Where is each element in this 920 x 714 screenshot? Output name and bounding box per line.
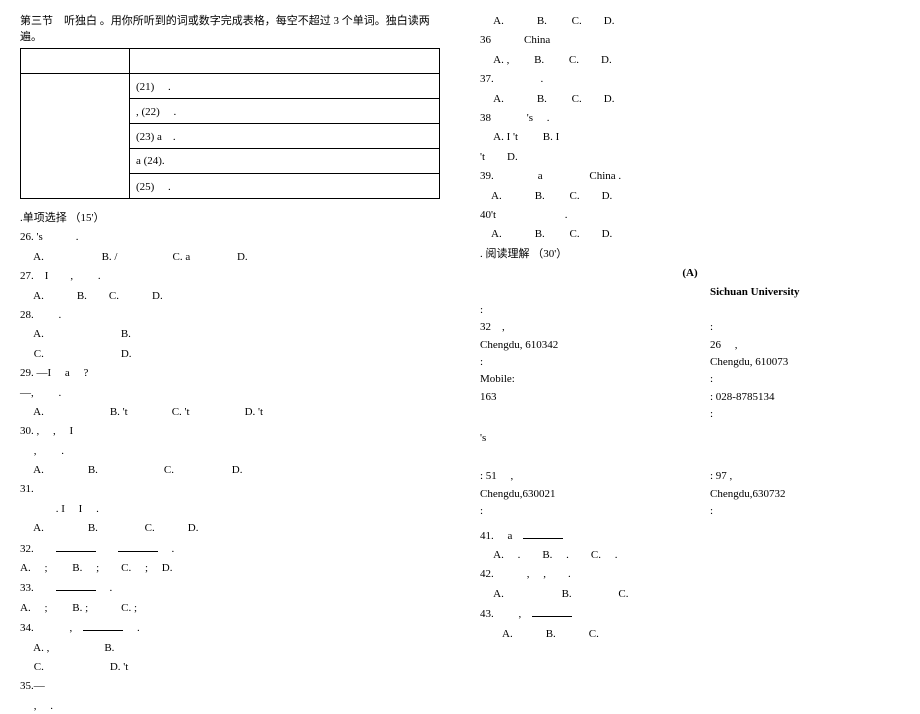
read-A: (A): [480, 266, 900, 281]
q41-opts: A. . B. . C. .: [480, 548, 900, 563]
mc-header: .单项选择 （15'）: [20, 211, 440, 226]
c2l-3: :: [480, 504, 670, 519]
q36: 36 China: [480, 33, 900, 48]
listening-table: (21) . , (22) . (23) a . a (24). (25) .: [20, 48, 440, 199]
q29b: —, .: [20, 386, 440, 401]
right-column: A. B. C. D. 36 China A. , B. C. D. 37. .…: [480, 12, 900, 660]
c2l-1: : 51 ,: [480, 469, 670, 484]
blank: [118, 541, 158, 552]
q38-opts: A. I 't B. I: [480, 130, 900, 145]
c2r-3: :: [710, 504, 900, 519]
c2r-2: Chengdu,630732: [710, 487, 900, 502]
q40-opts: A. B. C. D.: [480, 227, 900, 242]
c1r-3: :: [710, 372, 900, 387]
table-left-cell: [21, 74, 130, 199]
c1l-6: Mobile:: [480, 372, 670, 387]
card-1-right: Sichuan University : 26 , Chengdu, 61007…: [710, 283, 900, 424]
q39: 39. a China .: [480, 169, 900, 184]
c1l-3: 32 ,: [480, 320, 670, 335]
read-header: . 阅读理解 （30'）: [480, 247, 900, 262]
c1r-0: [710, 303, 900, 318]
table-blank-top: [21, 49, 130, 74]
q31: 31.: [20, 482, 440, 497]
q41-text: 41. a: [480, 530, 512, 542]
table-blank-top-right: [129, 49, 439, 74]
q26-opts: A. B. / C. a D.: [20, 250, 440, 265]
q43-text: 43. ,: [480, 608, 521, 620]
q43-opts: A. B. C.: [480, 627, 900, 642]
q30b: , .: [20, 444, 440, 459]
q42: 42. , , .: [480, 567, 900, 582]
blank: [56, 580, 96, 591]
q29: 29. —I a ?: [20, 366, 440, 381]
section3-title: 第三节 听独白 。用你所听到的词或数字完成表格，每空不超过 3 个单词。独白读两…: [20, 12, 440, 44]
card-1-left: : 32 , Chengdu, 610342 : Mobile: 163: [480, 283, 670, 424]
left-column: 第三节 听独白 。用你所听到的词或数字完成表格，每空不超过 3 个单词。独白读两…: [20, 12, 440, 660]
c1r-2: Chengdu, 610073: [710, 355, 900, 370]
q38: 38 's .: [480, 111, 900, 126]
q33-opts: A. ; B. ; C. ;: [20, 601, 440, 616]
card-2: : 51 , Chengdu,630021 : : 97 , Chengdu,6…: [480, 467, 900, 521]
q31-opts: A. B. C. D.: [20, 521, 440, 536]
q32: 32. .: [20, 541, 440, 557]
q27: 27. I , .: [20, 269, 440, 284]
q36-opts: A. , B. C. D.: [480, 53, 900, 68]
q33: 33. .: [20, 580, 440, 596]
c1l-2: :: [480, 303, 670, 318]
table-row: (25) .: [129, 174, 439, 199]
q35b: , .: [20, 699, 440, 714]
table-row: , (22) .: [129, 99, 439, 124]
c1r-1: 26 ,: [710, 338, 900, 353]
q28: 28. .: [20, 308, 440, 323]
q35: 35.—: [20, 679, 440, 694]
c1r-5: :: [710, 407, 900, 422]
table-row: (21) .: [129, 74, 439, 99]
c1l-5: :: [480, 355, 670, 370]
q42-opts: A. B. C.: [480, 587, 900, 602]
blank-line: [480, 450, 900, 465]
q27-opts: A. B. C. D.: [20, 289, 440, 304]
c1l-7: 163: [480, 390, 670, 405]
q30-opts: A. B. C. D.: [20, 463, 440, 478]
q26: 26. 's .: [20, 230, 440, 245]
q38-opts2: 't D.: [480, 150, 900, 165]
q32-text: 32.: [20, 543, 34, 555]
q31b: . I I .: [20, 502, 440, 517]
q37-opts: A. B. C. D.: [480, 92, 900, 107]
table-row: (23) a .: [129, 124, 439, 149]
q40: 40't .: [480, 208, 900, 223]
c1r-4: : 028-8785134: [710, 390, 900, 405]
c2l-2: Chengdu,630021: [480, 487, 670, 502]
c2r-1: : 97 ,: [710, 469, 900, 484]
q35-opts: A. B. C. D.: [480, 14, 900, 29]
q34: 34. , .: [20, 620, 440, 636]
q30: 30. , , I: [20, 424, 440, 439]
q43: 43. ,: [480, 606, 900, 622]
blank: [532, 606, 572, 617]
q28-c: C. D.: [20, 347, 440, 362]
c1l-1: [480, 285, 670, 300]
q34-c: C. D. 't: [20, 660, 440, 675]
second-name: 's: [480, 431, 900, 446]
q28-a: A. B.: [20, 327, 440, 342]
card-2-left: : 51 , Chengdu,630021 :: [480, 467, 670, 521]
sichuan: Sichuan University: [710, 285, 900, 300]
blank: [56, 541, 96, 552]
q39-opts: A. B. C. D.: [480, 189, 900, 204]
q33-text: 33.: [20, 582, 34, 594]
blank: [83, 620, 123, 631]
q34-a: A. , B.: [20, 641, 440, 656]
q29-opts: A. B. 't C. 't D. 't: [20, 405, 440, 420]
q41: 41. a: [480, 528, 900, 544]
q37: 37. .: [480, 72, 900, 87]
blank: [523, 528, 563, 539]
card-1: : 32 , Chengdu, 610342 : Mobile: 163 Sic…: [480, 283, 900, 424]
table-row: a (24).: [129, 149, 439, 174]
c1r-colon: :: [710, 320, 900, 335]
card-2-right: : 97 , Chengdu,630732 :: [710, 467, 900, 521]
q34-text: 34. ,: [20, 622, 72, 634]
q32-opts: A. ; B. ; C. ; D.: [20, 561, 440, 576]
c1l-4: Chengdu, 610342: [480, 338, 670, 353]
